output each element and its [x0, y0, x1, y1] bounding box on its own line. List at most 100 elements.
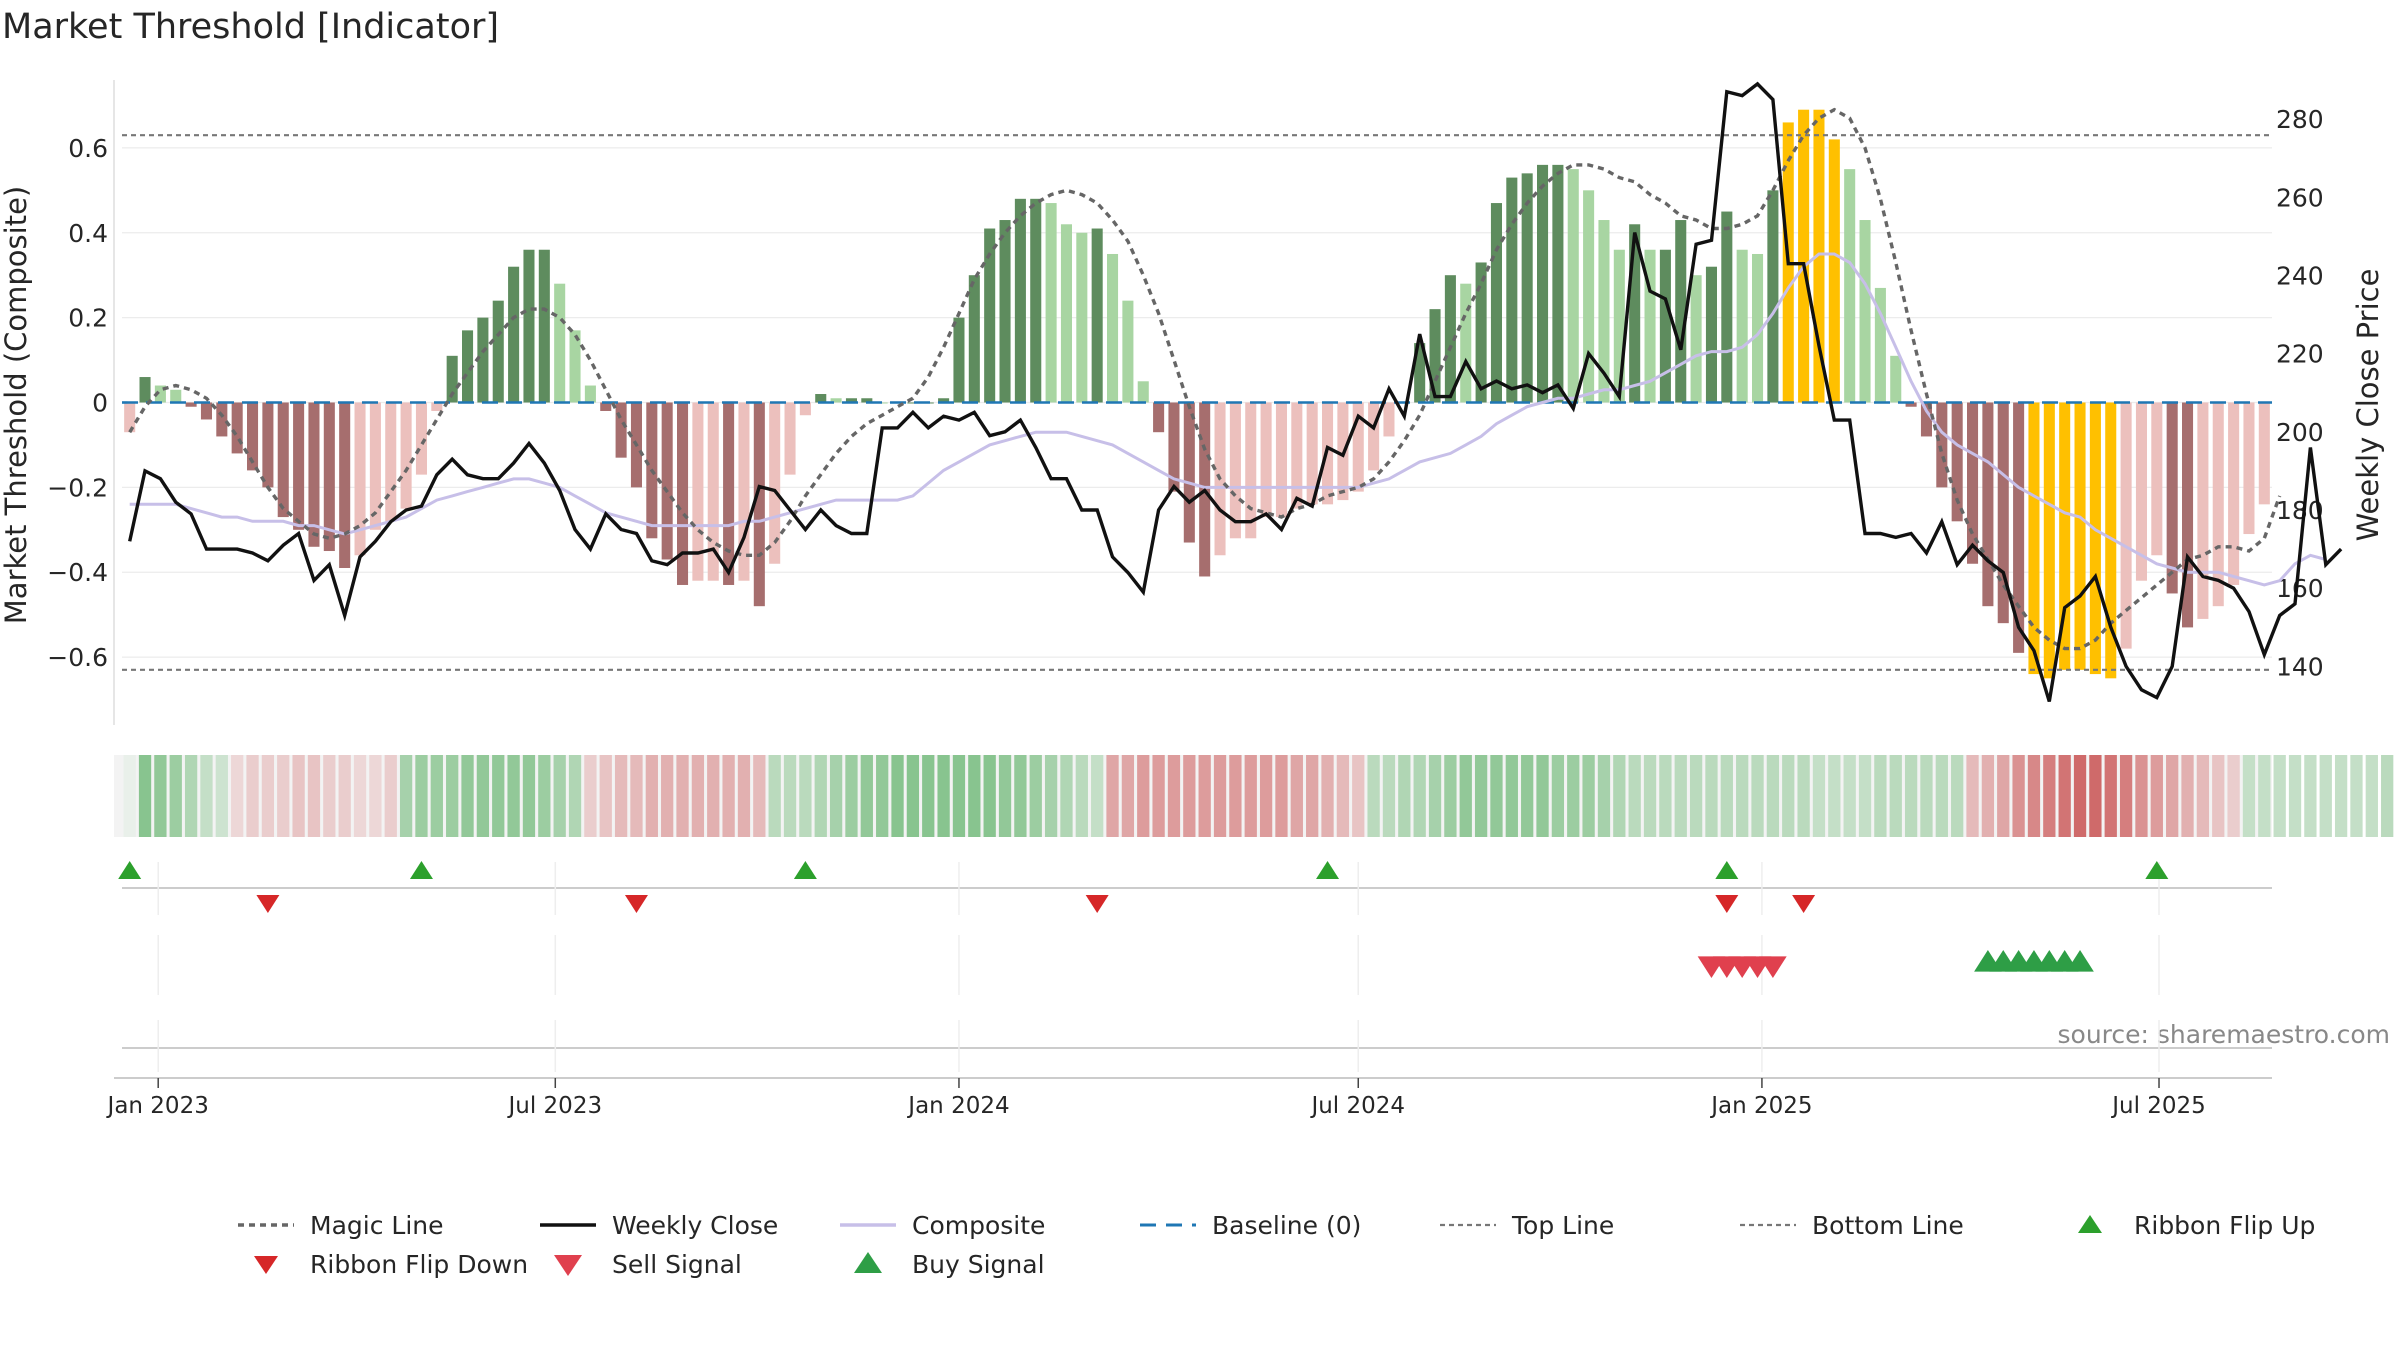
signal-markers: [118, 861, 2272, 1072]
composite-bar: [569, 330, 581, 403]
composite-bar: [984, 228, 996, 403]
ribbon-cell: [1213, 755, 1227, 837]
ribbon-flip-up-marker: [118, 861, 142, 879]
y2-tick-label: 200: [2276, 418, 2324, 447]
composite-bar: [1752, 253, 1764, 403]
ribbon-cell: [507, 755, 520, 837]
x-tick-label: Jan 2024: [906, 1093, 1009, 1119]
ribbon-cell: [1137, 755, 1150, 837]
composite-bar: [769, 402, 781, 564]
ribbon-cell: [614, 755, 628, 837]
composite-bar: [1429, 309, 1441, 403]
composite-bar: [185, 402, 197, 407]
composite-bar: [354, 402, 366, 556]
y2-tick-label: 220: [2276, 340, 2324, 369]
x-tick-label: Jul 2023: [506, 1093, 602, 1119]
ribbon-cell: [1490, 755, 1503, 837]
ribbon-flip-up-marker: [1316, 861, 1340, 879]
ribbon-cell: [1474, 755, 1488, 837]
composite-bar: [262, 402, 274, 488]
ribbon-cell: [676, 755, 689, 837]
composite-bar: [1905, 402, 1917, 407]
composite-bar: [845, 398, 857, 403]
ribbon-cell: [922, 755, 935, 837]
composite-bar: [753, 402, 765, 607]
ribbon-cell: [200, 755, 213, 837]
ribbon-cell: [1382, 755, 1396, 837]
composite-bar: [1229, 402, 1241, 539]
composite-bar: [953, 317, 965, 403]
ribbon-cell: [1152, 755, 1165, 837]
composite-bar: [1460, 283, 1472, 403]
ribbon-cell: [2258, 755, 2271, 837]
x-axis: Jan 2023 Jul 2023 Jan 2024 Jul 2024 Jan 2025…: [106, 1077, 2272, 1119]
composite-bar: [1368, 402, 1380, 471]
ribbon-cell: [154, 755, 167, 837]
ribbon-cell: [323, 755, 336, 837]
composite-bar: [1122, 300, 1134, 403]
chart-title: Market Threshold [Indicator]: [2, 7, 499, 47]
composite-bar: [1798, 109, 1810, 403]
weekly-close-line: [128, 81, 2343, 702]
ribbon-cell: [446, 755, 459, 837]
ribbon-cell: [1060, 755, 1073, 837]
composite-bar: [1613, 249, 1625, 403]
composite-bar: [2135, 402, 2147, 581]
magic-line: [128, 107, 2282, 651]
ribbon-cell: [1904, 755, 1918, 837]
ribbon-cell: [645, 755, 658, 837]
composite-bar: [462, 330, 474, 403]
x-tick-label: Jan 2023: [106, 1093, 209, 1119]
ribbon-cell: [2334, 755, 2348, 837]
ribbon-cell: [277, 755, 290, 837]
ribbon-cell: [1935, 755, 1948, 837]
ribbon-cell: [568, 755, 582, 837]
y-tick-label: 0.2: [68, 304, 108, 333]
ribbon-cell: [1828, 755, 1841, 837]
composite-bar: [677, 402, 689, 585]
composite-bar: [293, 402, 305, 530]
ribbon-cell: [891, 755, 904, 837]
ribbon-cell: [1290, 755, 1303, 837]
composite-bar: [1107, 253, 1119, 403]
composite-bar: [661, 402, 673, 560]
ribbon-cell: [292, 755, 305, 837]
x-tick-label: Jan 2025: [1709, 1093, 1812, 1119]
composite-bar: [1967, 402, 1979, 564]
ribbon-cell: [1551, 755, 1565, 837]
composite-bar: [1475, 262, 1487, 403]
ribbon-cell: [2012, 755, 2025, 837]
ribbon-cell: [1981, 755, 1995, 837]
ribbon-cell: [246, 755, 259, 837]
ribbon-cell: [2242, 755, 2256, 837]
composite-bar: [2197, 402, 2209, 619]
composite-bar: [692, 402, 704, 581]
composite-bar: [1383, 402, 1395, 437]
composite-bar: [999, 220, 1011, 403]
composite-bar: [1659, 249, 1671, 403]
y2-tick-label: 140: [2276, 652, 2324, 681]
composite-bar: [231, 402, 243, 454]
composite-bar: [815, 394, 827, 403]
ribbon-cell: [1536, 755, 1549, 837]
composite-bar: [277, 402, 289, 518]
y2-tick-label: 160: [2276, 574, 2324, 603]
composite-bar: [1245, 402, 1257, 539]
ribbon-cell: [783, 755, 797, 837]
ribbon-cell: [2027, 755, 2041, 837]
composite-bar: [1920, 402, 1932, 437]
ribbon-cell: [430, 755, 443, 837]
x-tick-label: Jul 2025: [2110, 1093, 2206, 1119]
ribbon-cell: [2150, 755, 2163, 837]
ribbon-cell: [369, 755, 382, 837]
composite-bar: [1014, 198, 1026, 403]
ribbon-cell: [1106, 755, 1119, 837]
ribbon-cell: [1613, 755, 1626, 837]
ribbon-cell: [2304, 755, 2317, 837]
composite-bar: [1890, 355, 1902, 403]
composite-bar: [938, 398, 950, 403]
ribbon-cell: [1014, 755, 1027, 837]
ribbon-cell: [138, 755, 152, 837]
ribbon-cell: [353, 755, 367, 837]
ribbon-cell: [1582, 755, 1595, 837]
